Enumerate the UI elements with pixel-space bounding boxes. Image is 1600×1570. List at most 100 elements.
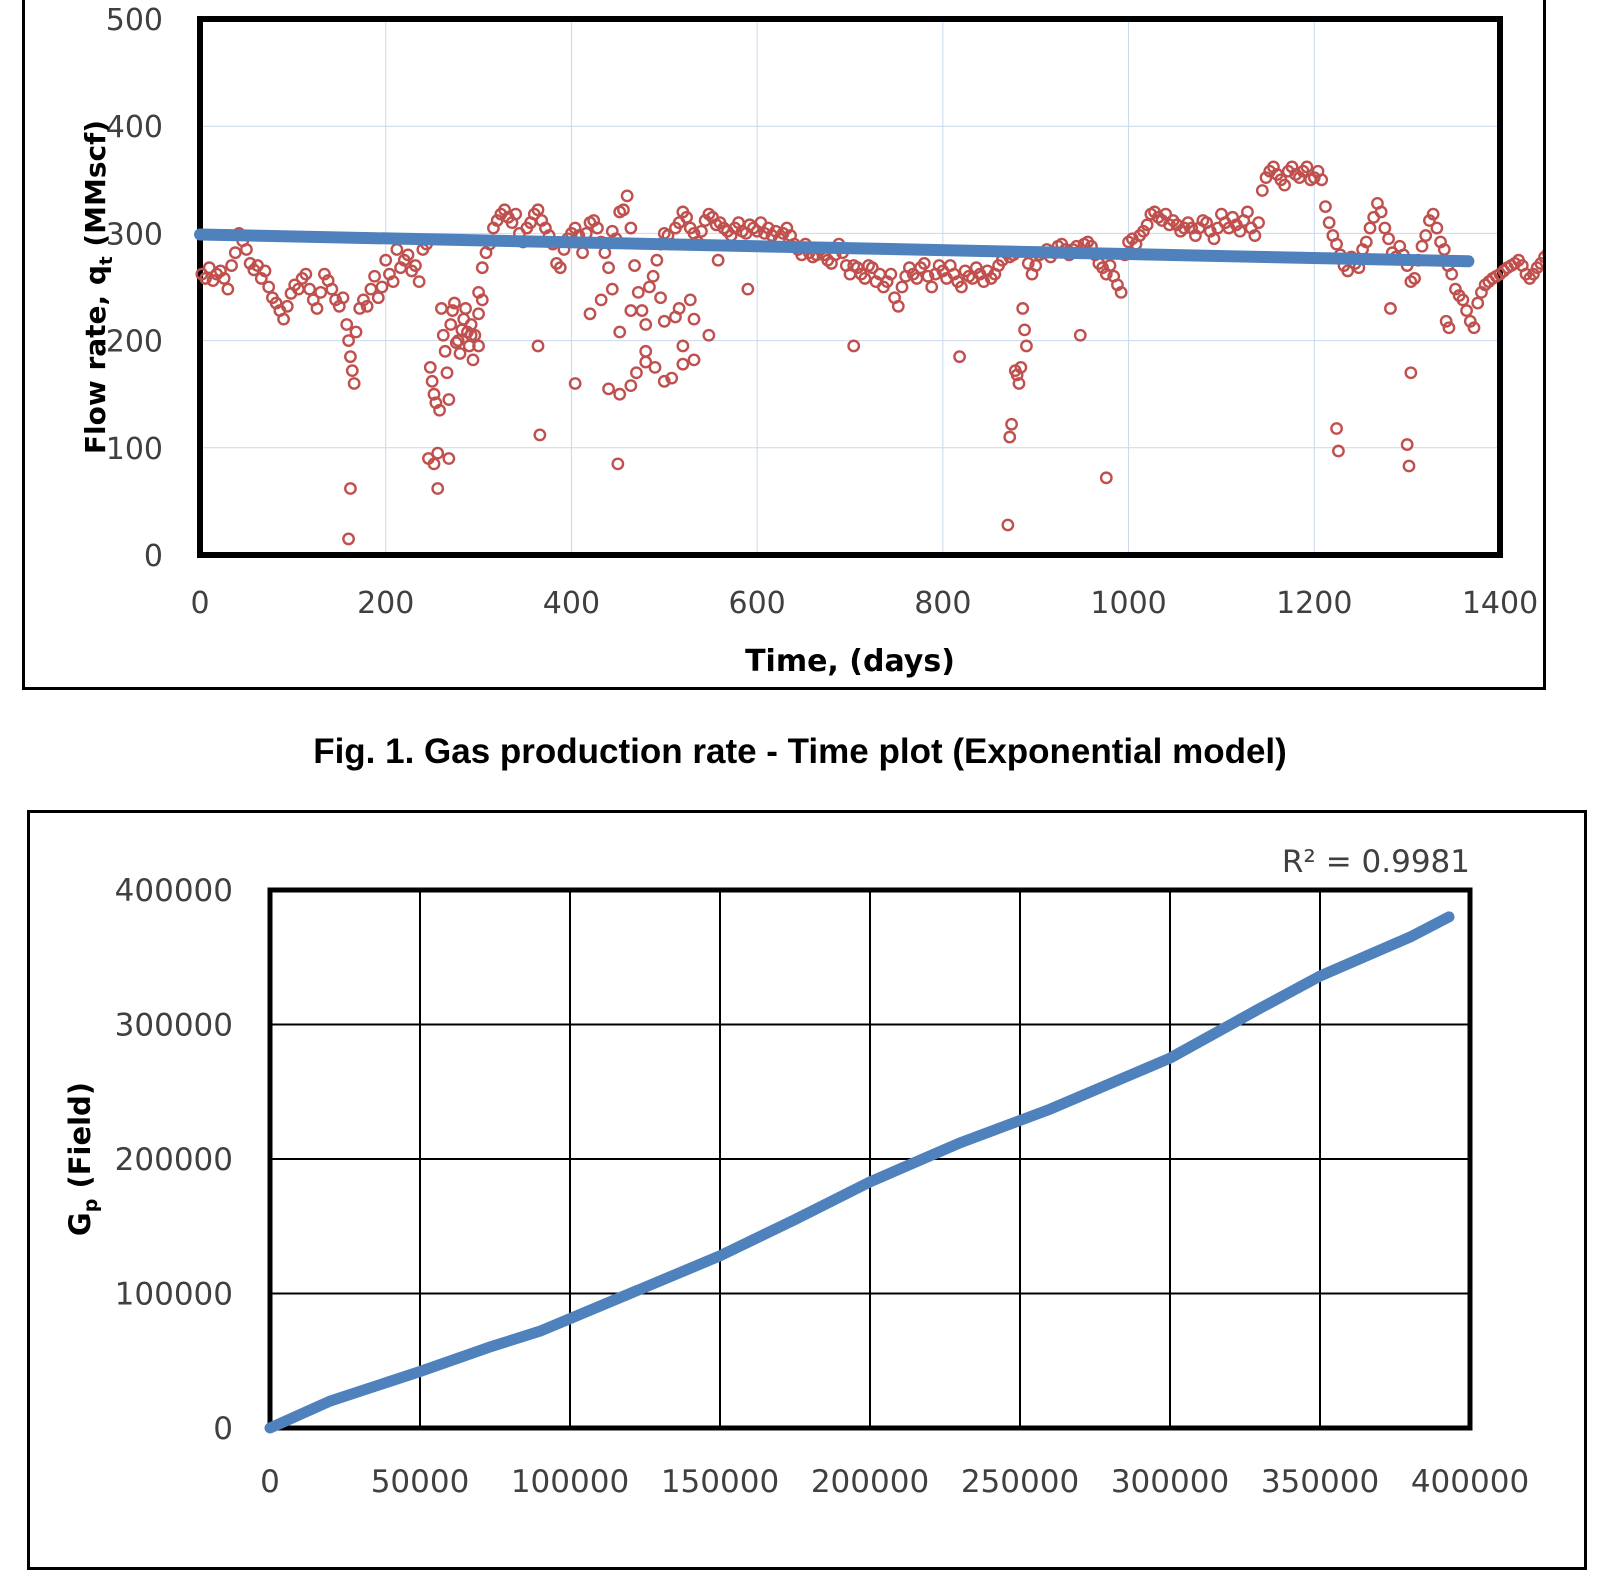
data-point bbox=[262, 280, 276, 294]
chart-flow-rate-vs-time: 0 200 400 600 800 1000 1200 1400 0 100 200 300 400 50… bbox=[79, 3, 1543, 679]
data-point bbox=[1207, 232, 1221, 246]
data-point bbox=[695, 224, 708, 238]
chart-cumulative-production: 0 50000 100000 150000 200000 250000 300000 3500… bbox=[63, 844, 1529, 1500]
data-point bbox=[1307, 171, 1321, 185]
data-point bbox=[650, 253, 664, 267]
data-point bbox=[299, 267, 313, 281]
x-tick-label: 0 bbox=[190, 586, 209, 621]
plot-frame bbox=[197, 16, 1503, 558]
data-point bbox=[1096, 261, 1109, 275]
data-point bbox=[444, 318, 458, 331]
data-point bbox=[329, 293, 342, 307]
data-point bbox=[613, 387, 627, 401]
data-point bbox=[1534, 257, 1543, 270]
plot-frame bbox=[267, 887, 1473, 1431]
data-point bbox=[325, 282, 339, 296]
data-point bbox=[576, 246, 589, 260]
y-tick-label: 200 bbox=[106, 325, 163, 360]
data-point bbox=[347, 377, 361, 390]
data-point bbox=[199, 272, 212, 285]
data-point bbox=[280, 299, 294, 313]
data-point bbox=[1408, 272, 1421, 285]
x-tick-label: 200 bbox=[357, 586, 414, 621]
data-point bbox=[1099, 471, 1113, 485]
data-point bbox=[303, 282, 316, 296]
data-point bbox=[594, 293, 608, 307]
data-point bbox=[345, 364, 359, 378]
data-point bbox=[1001, 518, 1015, 532]
data-point bbox=[472, 307, 485, 321]
y-tick-label: 100000 bbox=[115, 1277, 233, 1313]
data-point bbox=[1363, 221, 1377, 235]
data-point bbox=[342, 334, 355, 347]
data-point bbox=[921, 269, 935, 283]
data-point bbox=[553, 261, 567, 275]
y-tick-label: 0 bbox=[213, 1411, 233, 1447]
figure-1-caption: Fig. 1. Gas production rate - Time plot … bbox=[313, 732, 1287, 771]
data-point bbox=[1400, 438, 1414, 451]
data-point bbox=[436, 328, 450, 342]
data-point bbox=[409, 259, 422, 272]
data-point bbox=[648, 360, 662, 374]
data-point bbox=[1005, 417, 1018, 431]
data-point bbox=[1103, 259, 1117, 272]
data-point bbox=[676, 339, 690, 353]
data-point bbox=[925, 280, 939, 294]
data-point bbox=[1374, 205, 1388, 219]
data-point bbox=[630, 366, 643, 380]
data-point bbox=[349, 325, 363, 339]
data-point bbox=[449, 336, 463, 350]
data-point bbox=[433, 403, 446, 417]
model-line bbox=[194, 228, 1475, 268]
data-point bbox=[1259, 171, 1273, 185]
data-point bbox=[431, 482, 445, 495]
data-point bbox=[375, 280, 389, 294]
data-point bbox=[1014, 360, 1028, 374]
data-point bbox=[611, 457, 625, 471]
data-point bbox=[386, 275, 400, 289]
data-point bbox=[1437, 243, 1451, 256]
data-point bbox=[620, 189, 634, 203]
y-tick-label: 300000 bbox=[115, 1008, 233, 1044]
data-point bbox=[654, 291, 667, 305]
data-point bbox=[1159, 207, 1173, 221]
data-point bbox=[509, 207, 523, 221]
data-point bbox=[605, 282, 619, 296]
data-point bbox=[1003, 430, 1017, 444]
data-point bbox=[318, 267, 331, 281]
data-point bbox=[1018, 323, 1031, 337]
data-point bbox=[1278, 178, 1291, 192]
data-point bbox=[702, 328, 716, 342]
x-tick-label: 300000 bbox=[1111, 1464, 1229, 1500]
data-point bbox=[228, 246, 242, 260]
data-point bbox=[1538, 250, 1543, 264]
data-point bbox=[1404, 366, 1418, 380]
data-point bbox=[464, 328, 478, 342]
data-point bbox=[310, 302, 324, 315]
data-point bbox=[639, 344, 653, 358]
data-point bbox=[1442, 321, 1456, 335]
data-point bbox=[342, 532, 355, 546]
data-point bbox=[635, 304, 649, 317]
data-point bbox=[953, 350, 966, 364]
x-tick-label: 1400 bbox=[1462, 586, 1538, 621]
data-point bbox=[1449, 282, 1462, 296]
data-point bbox=[917, 257, 931, 270]
data-point bbox=[475, 293, 489, 307]
x-axis-title: Time, (days) bbox=[745, 644, 955, 679]
data-point bbox=[412, 275, 426, 289]
data-point bbox=[955, 280, 968, 294]
data-point bbox=[225, 259, 238, 272]
data-point bbox=[368, 269, 381, 283]
data-point bbox=[221, 282, 235, 296]
data-point bbox=[1430, 221, 1444, 235]
data-point bbox=[423, 360, 437, 374]
data-point bbox=[624, 379, 638, 393]
data-point bbox=[277, 312, 290, 326]
data-point bbox=[1021, 257, 1035, 270]
data-point bbox=[243, 257, 257, 270]
data-point bbox=[1456, 293, 1470, 307]
data-point bbox=[344, 482, 357, 495]
data-point bbox=[336, 291, 350, 305]
data-point bbox=[1029, 259, 1043, 272]
